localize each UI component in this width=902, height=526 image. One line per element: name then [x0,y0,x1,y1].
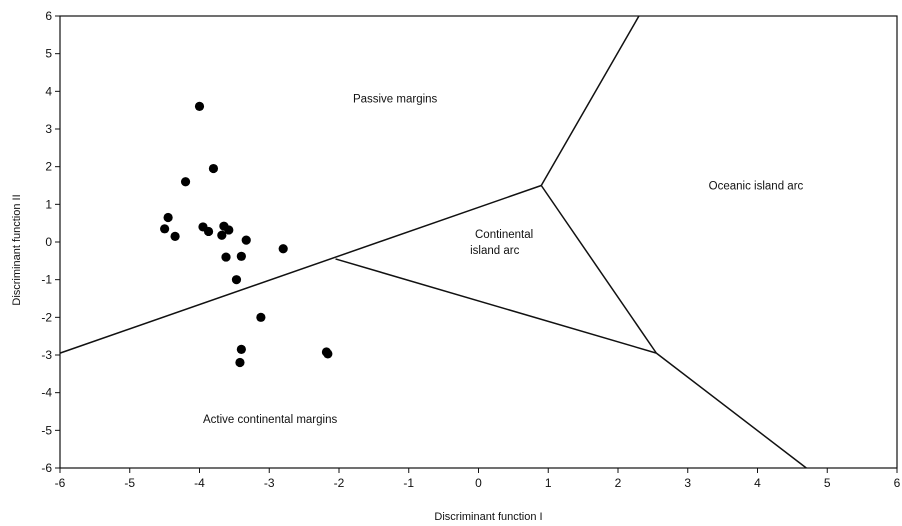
y-tick-label: 3 [45,122,52,136]
boundary-lines [59,15,807,469]
y-tick-label: -1 [41,273,52,287]
x-tick-label: 6 [894,476,901,490]
x-tick-label: -2 [334,476,345,490]
boundary-line [59,184,542,354]
x-tick-label: 5 [824,476,831,490]
data-point [163,212,173,223]
data-point [278,244,288,254]
x-tick-label: -4 [194,476,205,490]
y-tick-label: 2 [45,160,52,174]
x-axis-title: Discriminant function I [434,511,542,523]
y-tick-label: -5 [41,423,52,437]
x-tick-label: 0 [475,476,482,490]
data-point [217,230,227,240]
data-point [224,225,234,235]
data-point [170,231,180,241]
x-tick-label: -3 [264,476,275,490]
y-tick-label: 1 [45,197,52,211]
data-point [180,177,191,187]
x-tick-label: 3 [684,476,691,490]
y-tick-label: -6 [41,461,52,475]
boundary-line [540,185,657,354]
data-point [203,226,214,237]
region-label: Active continental margins [203,414,337,426]
data-point [208,163,219,174]
region-label: Passive margins [353,94,438,106]
region-labels: Passive margins Oceanic island arc Contine… [203,94,804,426]
data-point [221,252,231,262]
y-tick-label: 0 [45,235,52,249]
x-tick-label: -5 [124,476,135,490]
y-tick-label: -4 [41,386,52,400]
data-points [160,101,333,368]
plot-frame [59,15,898,469]
y-tick-label: -3 [41,348,52,362]
boundary-line [655,352,807,469]
data-point [235,357,245,368]
y-axis-title: Discriminant function II [11,194,23,305]
y-tick-label: -2 [41,310,52,324]
region-label: island arc [470,245,519,257]
boundary-line [335,258,657,354]
region-label: Oceanic island arc [709,180,804,192]
x-tick-label: 2 [615,476,622,490]
region-label: Continental [475,229,533,241]
data-point [241,235,251,245]
data-point [160,224,170,234]
y-axis-ticks: 6 5 4 3 2 1 0 -1 -2 -3 -4 -5 -6 [41,9,60,475]
boundary-line [540,15,640,186]
data-point [236,344,246,354]
x-tick-label: -1 [403,476,414,490]
y-tick-label: 5 [45,47,52,61]
x-tick-label: -6 [55,476,66,490]
data-point [323,349,333,359]
data-point [256,312,266,322]
data-point [236,251,246,261]
x-tick-label: 4 [754,476,761,490]
data-point [231,275,242,285]
x-axis-ticks: -6 -5 -4 -3 -2 -1 0 1 2 3 4 5 6 [55,468,901,490]
y-tick-label: 6 [45,9,52,23]
x-tick-label: 1 [545,476,552,490]
data-point [194,101,205,111]
y-tick-label: 4 [45,84,52,98]
